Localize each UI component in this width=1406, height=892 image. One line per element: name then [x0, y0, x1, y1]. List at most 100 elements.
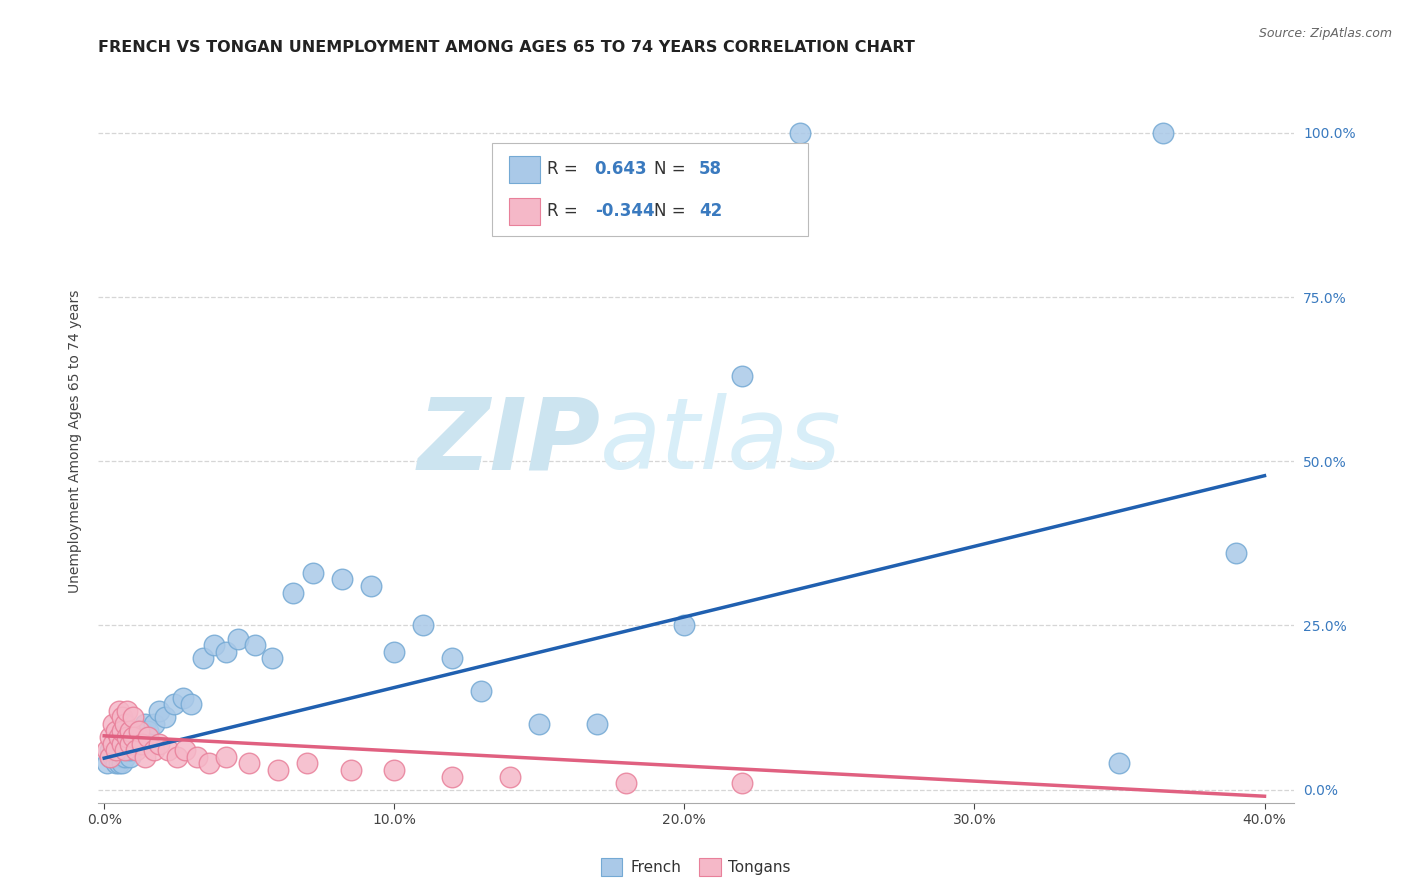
Point: [114, 743, 136, 757]
Point: [101, 749, 124, 764]
Point: [117, 737, 139, 751]
Point: [148, 704, 170, 718]
Point: [128, 730, 150, 744]
Point: [101, 737, 124, 751]
Point: [238, 756, 260, 771]
Point: [122, 730, 145, 744]
Point: [1225, 546, 1247, 560]
Point: [267, 763, 290, 777]
Point: [111, 710, 134, 724]
Point: [120, 743, 142, 757]
Point: [122, 730, 145, 744]
Point: [441, 770, 464, 784]
Point: [101, 737, 124, 751]
Point: [128, 723, 150, 738]
Point: [441, 651, 464, 665]
Point: [96, 743, 118, 757]
Text: ZIP: ZIP: [418, 393, 600, 490]
Point: [98, 730, 121, 744]
Point: [107, 743, 129, 757]
Point: [107, 756, 129, 771]
Point: [114, 717, 136, 731]
Point: [107, 749, 129, 764]
Point: [104, 723, 127, 738]
Point: [131, 737, 153, 751]
Point: [302, 566, 325, 580]
Point: [120, 749, 142, 764]
Point: [136, 730, 159, 744]
Point: [148, 737, 170, 751]
Point: [412, 618, 434, 632]
Point: [134, 717, 156, 731]
Text: R =: R =: [547, 161, 583, 178]
Point: [499, 770, 522, 784]
Point: [529, 717, 551, 731]
Point: [111, 743, 134, 757]
Point: [180, 698, 202, 712]
Point: [104, 743, 127, 757]
Text: N =: N =: [654, 202, 690, 220]
Point: [339, 763, 361, 777]
Point: [120, 737, 142, 751]
Point: [111, 756, 134, 771]
Point: [360, 579, 382, 593]
Point: [117, 730, 139, 744]
Point: [382, 645, 405, 659]
Point: [197, 756, 219, 771]
Point: [243, 638, 266, 652]
Point: [215, 645, 238, 659]
Text: FRENCH VS TONGAN UNEMPLOYMENT AMONG AGES 65 TO 74 YEARS CORRELATION CHART: FRENCH VS TONGAN UNEMPLOYMENT AMONG AGES…: [98, 40, 915, 55]
Point: [262, 651, 284, 665]
Point: [98, 749, 121, 764]
Y-axis label: Unemployment Among Ages 65 to 74 years: Unemployment Among Ages 65 to 74 years: [67, 290, 82, 593]
Text: 58: 58: [699, 161, 721, 178]
Text: -0.344: -0.344: [595, 202, 654, 220]
Point: [1152, 126, 1174, 140]
Point: [470, 684, 492, 698]
Point: [125, 737, 148, 751]
Point: [586, 717, 609, 731]
Point: [174, 743, 197, 757]
Point: [101, 743, 124, 757]
Point: [163, 698, 186, 712]
Point: [114, 737, 136, 751]
Point: [281, 585, 304, 599]
Point: [789, 126, 811, 140]
Point: [111, 737, 134, 751]
Point: [122, 737, 145, 751]
Point: [131, 723, 153, 738]
Text: N =: N =: [654, 161, 690, 178]
Point: [114, 743, 136, 757]
Point: [107, 737, 129, 751]
Point: [204, 638, 226, 652]
Point: [186, 749, 208, 764]
Point: [153, 710, 176, 724]
Text: R =: R =: [547, 202, 583, 220]
Point: [157, 743, 180, 757]
Point: [104, 737, 127, 751]
Point: [226, 632, 249, 646]
Point: [122, 710, 145, 724]
Point: [142, 743, 165, 757]
Point: [382, 763, 405, 777]
Point: [297, 756, 319, 771]
Point: [731, 368, 754, 383]
Text: Source: ZipAtlas.com: Source: ZipAtlas.com: [1258, 27, 1392, 40]
Point: [134, 749, 156, 764]
Point: [142, 717, 165, 731]
Point: [1108, 756, 1130, 771]
Point: [166, 749, 188, 764]
Point: [101, 717, 124, 731]
Point: [98, 749, 121, 764]
Point: [125, 743, 148, 757]
Point: [191, 651, 214, 665]
Point: [117, 704, 139, 718]
Text: 0.643: 0.643: [595, 161, 647, 178]
Point: [104, 756, 127, 771]
Point: [111, 749, 134, 764]
Point: [96, 756, 118, 771]
Point: [107, 704, 129, 718]
Legend: French, Tongans: French, Tongans: [595, 852, 797, 882]
Point: [673, 618, 696, 632]
Point: [114, 749, 136, 764]
